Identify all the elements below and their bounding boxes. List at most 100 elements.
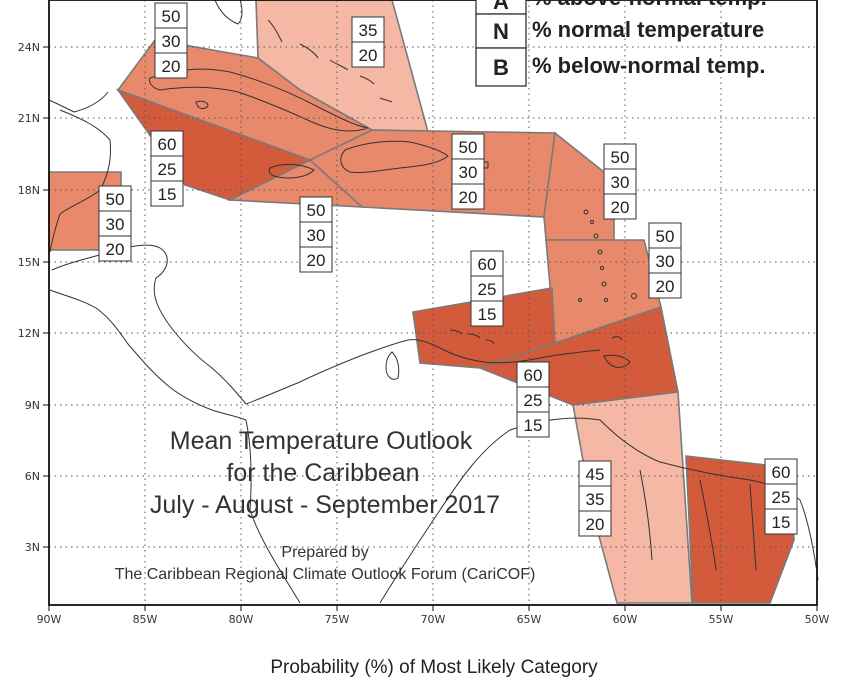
prob-value: 45 [586,465,605,484]
prob-stack-cuba: 50 30 20 [154,2,188,79]
prob-value: 20 [611,198,630,217]
prob-stack-leeward-islands: 50 30 20 [603,143,637,220]
prob-value: 50 [611,148,630,167]
legend-key: A [493,0,509,14]
prob-value: 50 [459,138,478,157]
prob-value: 15 [158,185,177,204]
x-tick-label: 85W [133,613,158,626]
prob-value: 30 [307,226,326,245]
prob-value: 20 [162,57,181,76]
prob-box [764,458,798,485]
prob-box [150,180,184,207]
prob-box [764,508,798,535]
prob-value: 60 [478,255,497,274]
legend-label: % above-normal temp. [532,0,767,10]
x-tick-label: 70W [421,613,446,626]
y-tick-label: 18N [18,184,40,197]
prob-box [578,485,612,512]
y-tick-label: 6N [25,470,40,483]
tick-marks [43,46,818,611]
prob-value: 25 [158,160,177,179]
prob-box [154,27,188,54]
y-tick-label: 15N [18,256,40,269]
prob-box [578,510,612,537]
prob-box [150,130,184,157]
prob-value: 20 [359,46,378,65]
legend: A % above-normal temp. N % normal temper… [475,0,767,87]
prob-box [470,300,504,327]
prob-value: 25 [772,488,791,507]
prob-value: 20 [307,251,326,270]
prob-stack-abc-islands: 60 25 15 [470,250,504,327]
prob-value: 35 [359,21,378,40]
title-line-3: July - August - September 2017 [150,491,500,519]
prob-value: 15 [478,305,497,324]
prob-stack-belize: 50 30 20 [98,185,132,262]
probability-labels: 35 20 50 30 20 60 25 15 50 30 20 50 30 20 50 30 20 50 30 20… [98,2,798,537]
map-title: Mean Temperature Outlook for the Caribbe… [150,427,500,519]
y-tick-label: 3N [25,541,40,554]
prob-box [603,168,637,195]
prob-stack-windward-islands: 50 30 20 [648,222,682,299]
x-tick-label: 65W [517,613,542,626]
credit: Prepared by The Caribbean Regional Clima… [115,544,536,583]
prob-box [98,185,132,212]
prob-box [451,183,485,210]
prob-box [299,246,333,273]
y-tick-label: 24N [18,41,40,54]
prob-box [154,52,188,79]
prob-value: 50 [106,190,125,209]
prob-value: 20 [459,188,478,207]
prob-value: 35 [586,490,605,509]
legend-key: N [493,19,509,44]
prob-value: 60 [772,463,791,482]
y-tick-label: 12N [18,327,40,340]
prob-value: 50 [307,201,326,220]
prob-value: 20 [586,515,605,534]
x-tick-label: 50W [805,613,830,626]
prob-value: 25 [478,280,497,299]
prob-value: 60 [158,135,177,154]
legend-key-box [475,47,527,87]
prob-value: 15 [772,513,791,532]
prob-box [150,155,184,182]
prob-stack-suriname-french-guiana: 60 25 15 [764,458,798,535]
x-tick-label: 90W [37,613,62,626]
prob-value: 30 [106,215,125,234]
prob-stack-cayman-jamaica-sea: 60 25 15 [150,130,184,207]
prob-box [154,2,188,29]
prob-value: 50 [162,7,181,26]
credit-line-1: Prepared by [281,544,368,561]
x-tick-label: 60W [613,613,638,626]
title-line-2: for the Caribbean [226,459,419,487]
prob-box [351,41,385,68]
prob-value: 30 [162,32,181,51]
x-tick-labels: 90W 85W 80W 75W 70W 65W 60W 55W 50W [37,613,830,626]
y-tick-label: 21N [18,112,40,125]
title-line-1: Mean Temperature Outlook [170,427,473,455]
prob-box [516,411,550,438]
legend-label: % below-normal temp. [532,53,765,78]
prob-box [648,222,682,249]
prob-box [648,272,682,299]
y-tick-label: 9N [25,399,40,412]
prob-value: 20 [106,240,125,259]
prob-value: 30 [459,163,478,182]
prob-box [299,196,333,223]
prob-box [603,193,637,220]
prob-value: 30 [656,252,675,271]
prob-stack-trinidad-tobago: 60 25 15 [516,361,550,438]
prob-stack-jamaica: 50 30 20 [299,196,333,273]
x-tick-label: 75W [325,613,350,626]
prob-box [299,221,333,248]
prob-box [470,250,504,277]
credit-line-2: The Caribbean Regional Climate Outlook F… [115,566,536,583]
prob-stack-hispaniola-puerto-rico: 50 30 20 [451,133,485,210]
prob-value: 15 [524,416,543,435]
prob-stack-guyana: 45 35 20 [578,460,612,537]
legend-key: B [493,55,509,80]
prob-box [451,133,485,160]
legend-label: % normal temperature [532,17,764,42]
prob-box [603,143,637,170]
